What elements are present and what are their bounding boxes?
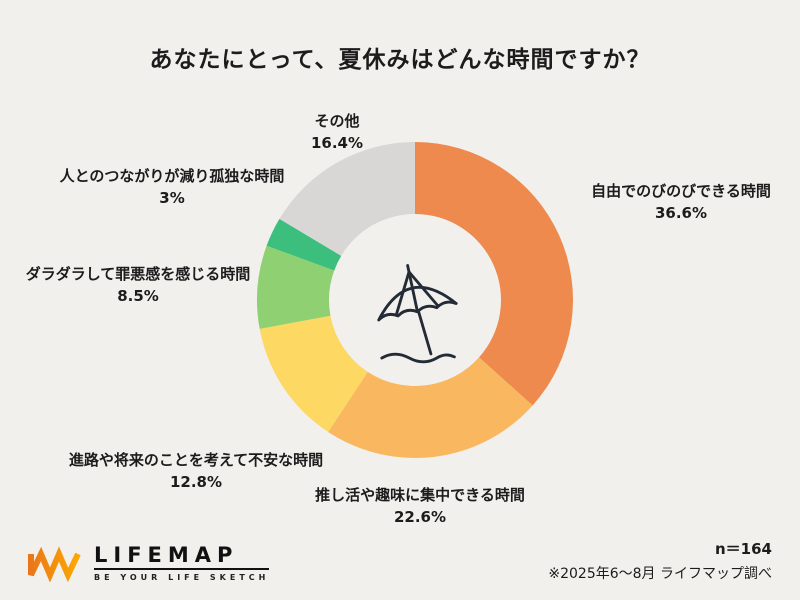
segment-label: その他 16.4% — [311, 110, 363, 154]
beach-umbrella-icon — [377, 264, 458, 364]
segment-label: 推し活や趣味に集中できる時間 22.6% — [315, 484, 525, 528]
segment-label-text: その他 — [314, 112, 360, 130]
lifemap-logo-text: LIFEMAP — [94, 543, 270, 570]
segment-label: ダラダラして罪悪感を感じる時間 8.5% — [26, 263, 251, 307]
segment-label-value: 12.8% — [169, 473, 223, 491]
segment-label-value: 3% — [159, 189, 185, 207]
donut-segment — [415, 142, 574, 406]
lifemap-logo: LIFEMAP BE YOUR LIFE SKETCH — [26, 543, 270, 582]
segment-label-text: 自由でのびのびできる時間 — [591, 182, 771, 200]
segment-label-value: 36.6% — [654, 204, 708, 222]
donut-segment — [266, 218, 342, 271]
footer-note: n＝164 ※2025年6〜8月 ライフマップ調べ — [548, 538, 772, 583]
segment-label-text: ダラダラして罪悪感を感じる時間 — [25, 265, 251, 283]
donut-segment — [259, 315, 368, 433]
segment-label-value: 16.4% — [310, 134, 364, 152]
segment-label-text: 進路や将来のことを考えて不安な時間 — [68, 451, 324, 469]
lifemap-logo-textblock: LIFEMAP BE YOUR LIFE SKETCH — [94, 543, 270, 582]
segment-label-text: 人とのつながりが減り孤独な時間 — [59, 167, 285, 185]
donut-segment — [279, 142, 415, 256]
segment-label-value: 22.6% — [393, 508, 447, 526]
lifemap-logo-tagline: BE YOUR LIFE SKETCH — [94, 573, 270, 582]
donut-segment — [257, 245, 335, 329]
donut-segment — [328, 357, 533, 459]
segment-label: 人とのつながりが減り孤独な時間 3% — [60, 165, 285, 209]
segment-label-value: 8.5% — [117, 287, 159, 305]
chart-title: あなたにとって、夏休みはどんな時間ですか？ — [149, 47, 651, 73]
segment-label-text: 推し活や趣味に集中できる時間 — [315, 486, 525, 504]
sample-size: n＝164 — [715, 540, 772, 558]
segment-label: 自由でのびのびできる時間 36.6% — [591, 180, 771, 224]
lifemap-logo-icon — [28, 545, 81, 582]
source-note: ※2025年6〜8月 ライフマップ調べ — [548, 566, 772, 582]
segment-label: 進路や将来のことを考えて不安な時間 12.8% — [69, 449, 323, 493]
